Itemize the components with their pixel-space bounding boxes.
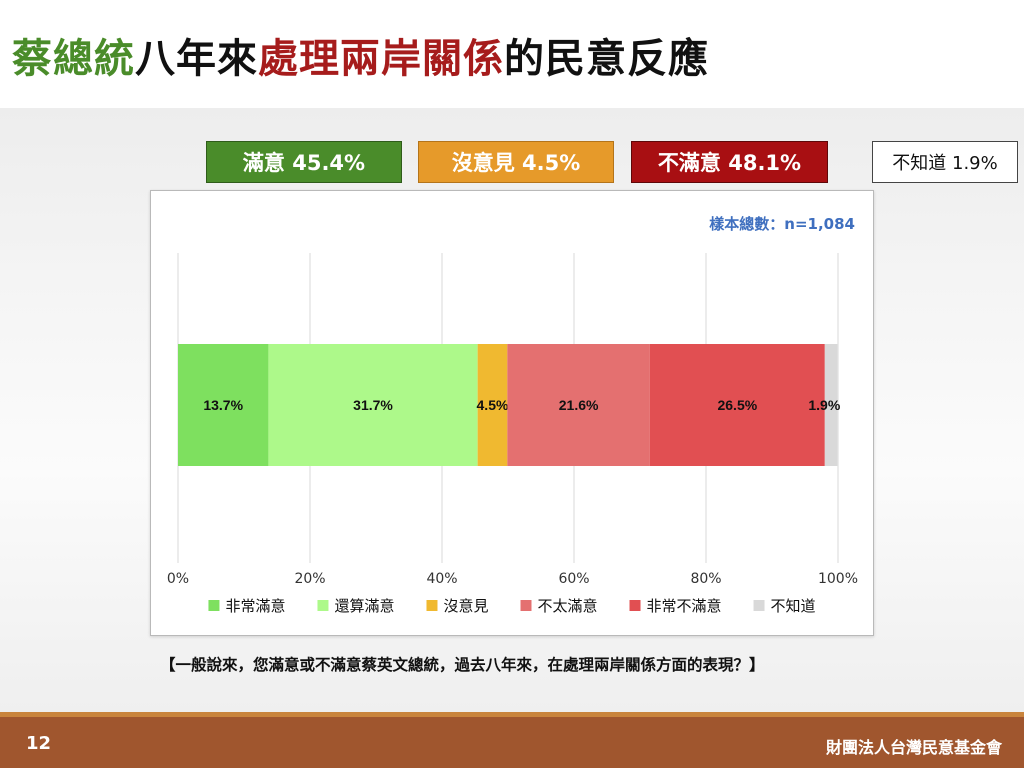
stacked-bar-chart: 0% 20% 40% 60% 80% 100% 13.7% 31.7% 4.5% 21.6% 26.… [167, 253, 858, 615]
legend-label: 還算滿意 [334, 597, 394, 615]
legend-swatch [520, 600, 532, 611]
x-tick-label: 100% [818, 571, 858, 587]
title-part-topic: 處理兩岸關係 [258, 36, 504, 82]
bar-segment [824, 344, 838, 466]
slide-title: 蔡總統八年來處理兩岸關係的民意反應 [12, 26, 709, 84]
bar-segment [178, 344, 269, 466]
data-label: 26.5% [717, 397, 757, 413]
data-label: 4.5% [477, 397, 509, 413]
slide-header: 蔡總統八年來處理兩岸關係的民意反應 [0, 0, 1024, 108]
bar-segment [268, 344, 478, 466]
survey-question: 【一般說來，您滿意或不滿意蔡英文總統，過去八年來，在處理兩岸關係方面的表現？】 [160, 656, 765, 674]
legend-label: 不知道 [771, 597, 816, 615]
legend-label: 不太滿意 [538, 597, 598, 615]
summary-dissatisfied-box: 不滿意 48.1% [631, 141, 828, 183]
sample-size-label: 樣本總數：n=1,084 [709, 215, 855, 233]
x-tick-label: 0% [167, 571, 189, 587]
legend-label: 非常滿意 [225, 597, 285, 615]
legend-swatch [426, 600, 438, 611]
legend-swatch [753, 600, 765, 611]
summary-unknown-box: 不知道 1.9% [872, 141, 1018, 183]
title-part-period: 八年來 [135, 36, 258, 82]
summary-no-opinion-box: 沒意見 4.5% [418, 141, 614, 183]
summary-satisfied-box: 滿意 45.4% [206, 141, 402, 183]
data-label: 13.7% [203, 397, 243, 413]
page-number: 12 [26, 733, 52, 754]
bar-segment [507, 344, 650, 466]
x-tick-label: 60% [558, 571, 589, 587]
bar-segment [477, 344, 508, 466]
legend-swatch [208, 600, 220, 611]
title-part-president: 蔡總統 [12, 36, 135, 82]
legend-label: 沒意見 [443, 597, 488, 615]
legend-swatch [629, 600, 641, 611]
legend-label: 非常不滿意 [647, 597, 722, 615]
slide-footer: 12 財團法人台灣民意基金會 [0, 712, 1024, 768]
data-label: 21.6% [559, 397, 599, 413]
x-tick-label: 40% [426, 571, 457, 587]
title-part-suffix: 的民意反應 [504, 36, 709, 82]
x-tick-label: 80% [690, 571, 721, 587]
legend-swatch [317, 600, 329, 611]
organization-name: 財團法人台灣民意基金會 [825, 738, 1002, 757]
x-tick-label: 20% [294, 571, 325, 587]
chart-panel: 樣本總數：n=1,084 0% 20% 40% 60% 80% 100% 13.7% 31.7… [150, 190, 874, 636]
data-label: 1.9% [808, 397, 840, 413]
bar-segment [649, 344, 825, 466]
data-label: 31.7% [353, 397, 393, 413]
